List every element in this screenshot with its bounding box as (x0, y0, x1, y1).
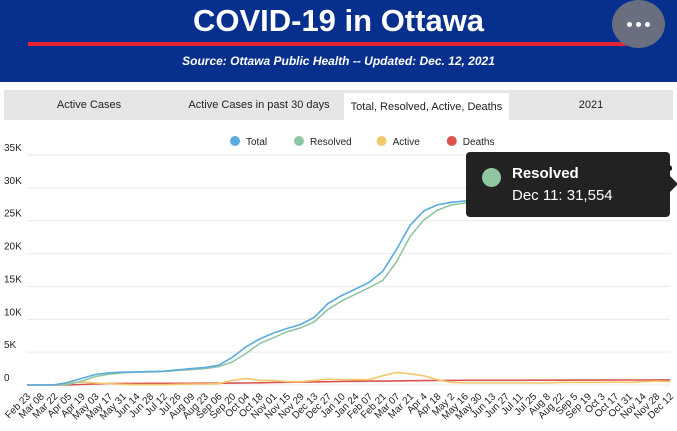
legend-label-active: Active (393, 137, 421, 148)
series-line-deaths (27, 379, 670, 386)
y-tick-label: 25K (4, 209, 22, 220)
series-line-active (27, 371, 671, 386)
chart-gridlines (27, 154, 670, 386)
more-horizontal-icon (645, 21, 650, 27)
tab-active-cases[interactable]: Active Cases (56, 99, 122, 111)
more-horizontal-icon (627, 21, 632, 27)
source-subtitle: Source: Ottawa Public Health -- Updated:… (182, 54, 495, 68)
y-tick-label: 15K (4, 274, 22, 285)
more-horizontal-icon (636, 21, 641, 27)
legend-label-deaths: Deaths (463, 137, 495, 148)
tooltip-arrow (670, 176, 677, 192)
title-underline (28, 42, 626, 46)
tooltip-value: Dec 11: 31,554 (512, 187, 613, 204)
legend-label-total: Total (246, 137, 267, 148)
tab-total-resolved-active-deaths[interactable]: Total, Resolved, Active, Deaths (344, 93, 509, 120)
y-tick-label: 5K (4, 340, 17, 351)
resolved-swatch (482, 168, 501, 187)
more-options-button[interactable] (612, 0, 665, 48)
y-tick-label: 30K (4, 176, 22, 187)
y-tick-label: 20K (4, 242, 22, 253)
chart-tab-bar: Active Cases Active Cases in past 30 day… (4, 90, 673, 120)
header-banner: COVID-19 in Ottawa Source: Ottawa Public… (0, 0, 677, 82)
legend-swatch-deaths (446, 136, 457, 146)
tab-active-cases-30-days[interactable]: Active Cases in past 30 days (188, 99, 330, 111)
legend-swatch-total (230, 136, 240, 146)
tab-2021[interactable]: 2021 (578, 99, 604, 111)
page-title: COVID-19 in Ottawa (192, 3, 485, 38)
legend-label-resolved: Resolved (310, 137, 352, 148)
y-tick-label: 35K (4, 143, 22, 154)
legend-swatch-resolved (294, 136, 304, 146)
y-tick-label: 0 (4, 373, 10, 384)
y-axis: 0 5K 10K 15K 20K 25K 30K 35K (4, 143, 22, 384)
tooltip-series: Resolved (512, 165, 579, 182)
legend-swatch-active (376, 136, 387, 146)
chart-tooltip: Resolved Dec 11: 31,554 (466, 152, 677, 217)
chart-legend: Total Resolved Active Deaths (230, 136, 494, 148)
y-tick-label: 10K (4, 307, 22, 318)
